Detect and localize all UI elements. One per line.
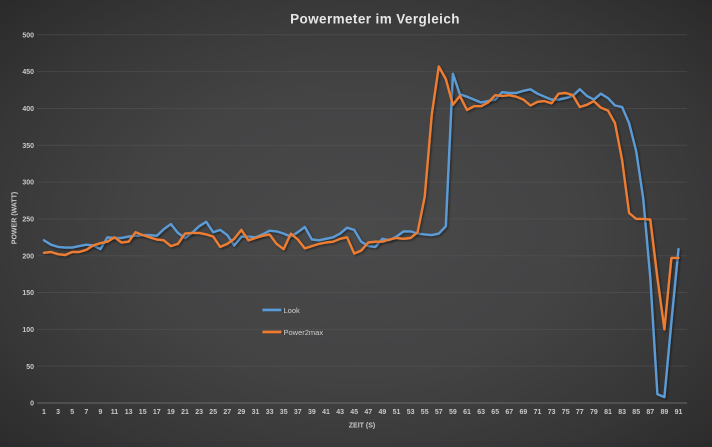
svg-text:81: 81 (604, 409, 612, 416)
svg-text:51: 51 (393, 409, 401, 416)
svg-text:25: 25 (209, 409, 217, 416)
svg-text:13: 13 (125, 409, 133, 416)
svg-text:91: 91 (675, 409, 683, 416)
svg-text:500: 500 (22, 32, 34, 39)
svg-text:9: 9 (98, 409, 102, 416)
svg-text:11: 11 (111, 409, 119, 416)
svg-text:89: 89 (661, 409, 669, 416)
svg-text:45: 45 (350, 409, 358, 416)
svg-text:27: 27 (223, 409, 231, 416)
svg-text:37: 37 (294, 409, 302, 416)
svg-text:0: 0 (30, 401, 34, 408)
svg-text:41: 41 (322, 409, 330, 416)
svg-text:71: 71 (534, 409, 542, 416)
svg-text:21: 21 (181, 409, 189, 416)
svg-text:83: 83 (618, 409, 626, 416)
svg-text:17: 17 (153, 409, 161, 416)
svg-text:63: 63 (477, 409, 485, 416)
svg-text:ZEIT (S): ZEIT (S) (349, 423, 375, 430)
svg-text:300: 300 (22, 180, 34, 187)
svg-text:59: 59 (449, 409, 457, 416)
svg-text:47: 47 (364, 409, 372, 416)
svg-text:450: 450 (22, 69, 34, 76)
svg-text:1: 1 (42, 409, 46, 416)
svg-text:100: 100 (22, 327, 34, 334)
svg-text:75: 75 (562, 409, 570, 416)
svg-text:19: 19 (167, 409, 175, 416)
svg-text:67: 67 (505, 409, 513, 416)
svg-text:43: 43 (336, 409, 344, 416)
svg-text:Power2max: Power2max (284, 328, 324, 337)
svg-text:50: 50 (26, 364, 34, 371)
svg-text:35: 35 (280, 409, 288, 416)
svg-text:79: 79 (590, 409, 598, 416)
svg-text:53: 53 (407, 409, 415, 416)
svg-text:85: 85 (632, 409, 640, 416)
svg-text:55: 55 (421, 409, 429, 416)
svg-text:49: 49 (379, 409, 387, 416)
svg-text:15: 15 (139, 409, 147, 416)
svg-text:57: 57 (435, 409, 443, 416)
svg-text:Powermeter im Vergleich: Powermeter im Vergleich (290, 12, 460, 27)
svg-text:7: 7 (84, 409, 88, 416)
svg-text:87: 87 (646, 409, 654, 416)
svg-text:61: 61 (463, 409, 471, 416)
svg-text:65: 65 (491, 409, 499, 416)
svg-text:23: 23 (195, 409, 203, 416)
svg-text:3: 3 (56, 409, 60, 416)
svg-text:69: 69 (520, 409, 528, 416)
svg-text:200: 200 (22, 253, 34, 260)
svg-text:250: 250 (22, 217, 34, 224)
svg-text:29: 29 (238, 409, 246, 416)
svg-text:5: 5 (70, 409, 74, 416)
svg-text:350: 350 (22, 143, 34, 150)
svg-text:150: 150 (22, 290, 34, 297)
svg-text:Look: Look (284, 306, 301, 315)
svg-text:400: 400 (22, 106, 34, 113)
svg-text:POWER (WATT): POWER (WATT) (12, 192, 19, 244)
svg-text:39: 39 (308, 409, 316, 416)
svg-text:33: 33 (266, 409, 274, 416)
svg-text:73: 73 (548, 409, 556, 416)
svg-text:31: 31 (252, 409, 260, 416)
svg-text:77: 77 (576, 409, 584, 416)
